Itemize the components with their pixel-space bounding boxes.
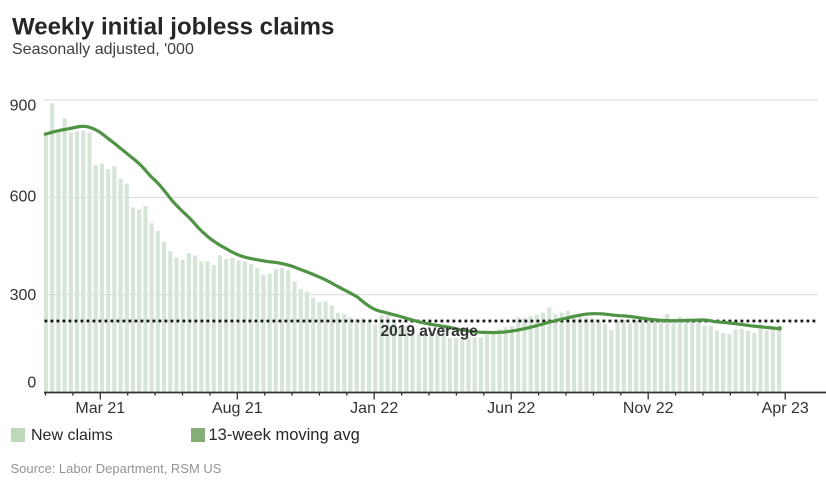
svg-text:13-week moving avg: 13-week moving avg [209,426,360,444]
svg-text:Aug 21: Aug 21 [212,400,263,417]
svg-text:600: 600 [10,189,37,206]
svg-text:Seasonally adjusted, '000: Seasonally adjusted, '000 [12,41,194,58]
svg-text:Jan 22: Jan 22 [350,400,398,417]
svg-text:Apr 23: Apr 23 [762,400,809,417]
svg-text:Jun 22: Jun 22 [487,400,535,417]
svg-text:Nov 22: Nov 22 [623,400,674,417]
svg-text:900: 900 [10,98,37,115]
svg-text:2019 average: 2019 average [381,323,479,340]
svg-text:Weekly initial jobless claims: Weekly initial jobless claims [12,14,334,41]
svg-text:0: 0 [27,374,36,391]
svg-text:New claims: New claims [31,427,113,444]
svg-text:300: 300 [10,287,37,304]
svg-text:Source: Labor Department, RSM: Source: Labor Department, RSM US [11,461,222,476]
svg-text:Mar 21: Mar 21 [75,400,125,417]
